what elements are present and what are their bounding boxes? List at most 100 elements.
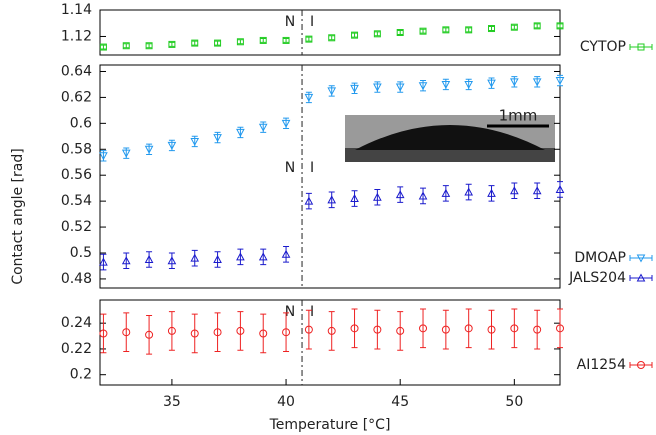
data-point — [190, 329, 199, 338]
error-bar — [123, 312, 130, 353]
data-point — [168, 40, 176, 48]
data-point — [305, 35, 313, 43]
y-tick-label: 1.14 — [61, 2, 92, 18]
panel-frame — [99, 64, 561, 289]
error-bar — [374, 188, 381, 206]
annotation: I — [310, 304, 314, 320]
y-axis-label: Contact angle [rad] — [10, 148, 26, 284]
error-bar — [191, 40, 198, 46]
inset-image — [345, 115, 555, 162]
data-point — [464, 324, 473, 333]
data-point — [441, 325, 450, 334]
y-tick-label: 0.64 — [61, 63, 92, 79]
error-bar — [168, 41, 175, 47]
legend-line — [629, 275, 653, 281]
legend-label: AI1254 — [577, 357, 626, 373]
error-bar — [328, 191, 335, 209]
y-tick-label: 1.12 — [61, 28, 92, 44]
error-bar — [397, 30, 404, 35]
error-bar — [237, 248, 244, 266]
data-point — [327, 87, 337, 96]
error-bar — [465, 308, 472, 349]
error-bar — [488, 309, 495, 350]
data-point — [465, 26, 473, 34]
error-bar — [557, 308, 563, 349]
data-point — [122, 328, 131, 337]
data-point — [351, 31, 359, 39]
data-point — [167, 256, 177, 265]
data-point — [122, 42, 130, 50]
error-bar — [305, 192, 312, 210]
error-bar — [123, 252, 130, 270]
error-bar — [123, 43, 130, 49]
data-point — [281, 119, 291, 128]
legend-label: CYTOP — [580, 39, 626, 55]
annotation: I — [310, 160, 314, 176]
error-bar — [351, 308, 358, 349]
data-point — [532, 186, 542, 195]
data-point — [236, 252, 245, 261]
error-bar — [420, 187, 427, 205]
error-bar — [237, 311, 244, 351]
data-point — [396, 29, 404, 36]
annotation: I — [310, 14, 314, 30]
error-bar — [534, 23, 541, 29]
error-bar — [214, 251, 221, 268]
error-bar — [351, 190, 358, 207]
error-bar — [465, 183, 472, 201]
error-bar — [100, 253, 107, 271]
y-tick-label: 0.22 — [61, 341, 92, 357]
error-bar — [260, 248, 267, 266]
data-point — [464, 80, 474, 90]
error-bar — [397, 186, 404, 203]
data-point — [487, 325, 496, 334]
y-tick-label: 0.56 — [61, 167, 92, 183]
error-bar — [146, 43, 153, 49]
data-point — [236, 326, 245, 335]
annotation: N — [285, 304, 295, 320]
error-bar — [534, 182, 541, 200]
legend-label: JALS204 — [568, 270, 626, 286]
error-bar — [168, 252, 175, 270]
legend-line — [629, 44, 653, 50]
data-point — [396, 326, 405, 335]
y-tick-label: 0.54 — [61, 193, 92, 209]
legend-line — [629, 362, 653, 368]
data-point — [418, 82, 428, 91]
error-bar — [534, 309, 541, 350]
error-bar — [374, 31, 381, 37]
data-point — [304, 93, 314, 102]
annotation: N — [285, 14, 295, 30]
data-point — [214, 39, 222, 47]
error-bar — [100, 313, 107, 354]
data-point — [99, 152, 108, 161]
y-tick-label: 0.6 — [70, 115, 92, 131]
legend-marker — [636, 254, 646, 263]
data-point — [258, 252, 268, 261]
error-bar — [146, 314, 153, 355]
data-point — [304, 196, 314, 205]
error-bar — [511, 308, 518, 349]
data-point — [556, 324, 564, 333]
data-point — [282, 328, 291, 337]
data-point — [328, 34, 336, 42]
data-point — [281, 249, 291, 258]
data-point — [533, 325, 542, 334]
data-point — [441, 188, 451, 197]
data-point — [190, 253, 200, 262]
error-bar — [191, 313, 198, 354]
data-point — [327, 195, 337, 204]
inset-label: 1mm — [499, 107, 538, 125]
legend-marker — [637, 43, 645, 51]
legend-line — [629, 255, 653, 261]
error-bar — [283, 37, 290, 43]
error-bar — [328, 35, 335, 41]
data-point — [304, 325, 313, 334]
error-bar — [351, 32, 358, 38]
error-bar — [557, 181, 563, 198]
error-bar — [442, 185, 449, 202]
data-point — [556, 22, 564, 30]
data-point — [418, 191, 428, 200]
